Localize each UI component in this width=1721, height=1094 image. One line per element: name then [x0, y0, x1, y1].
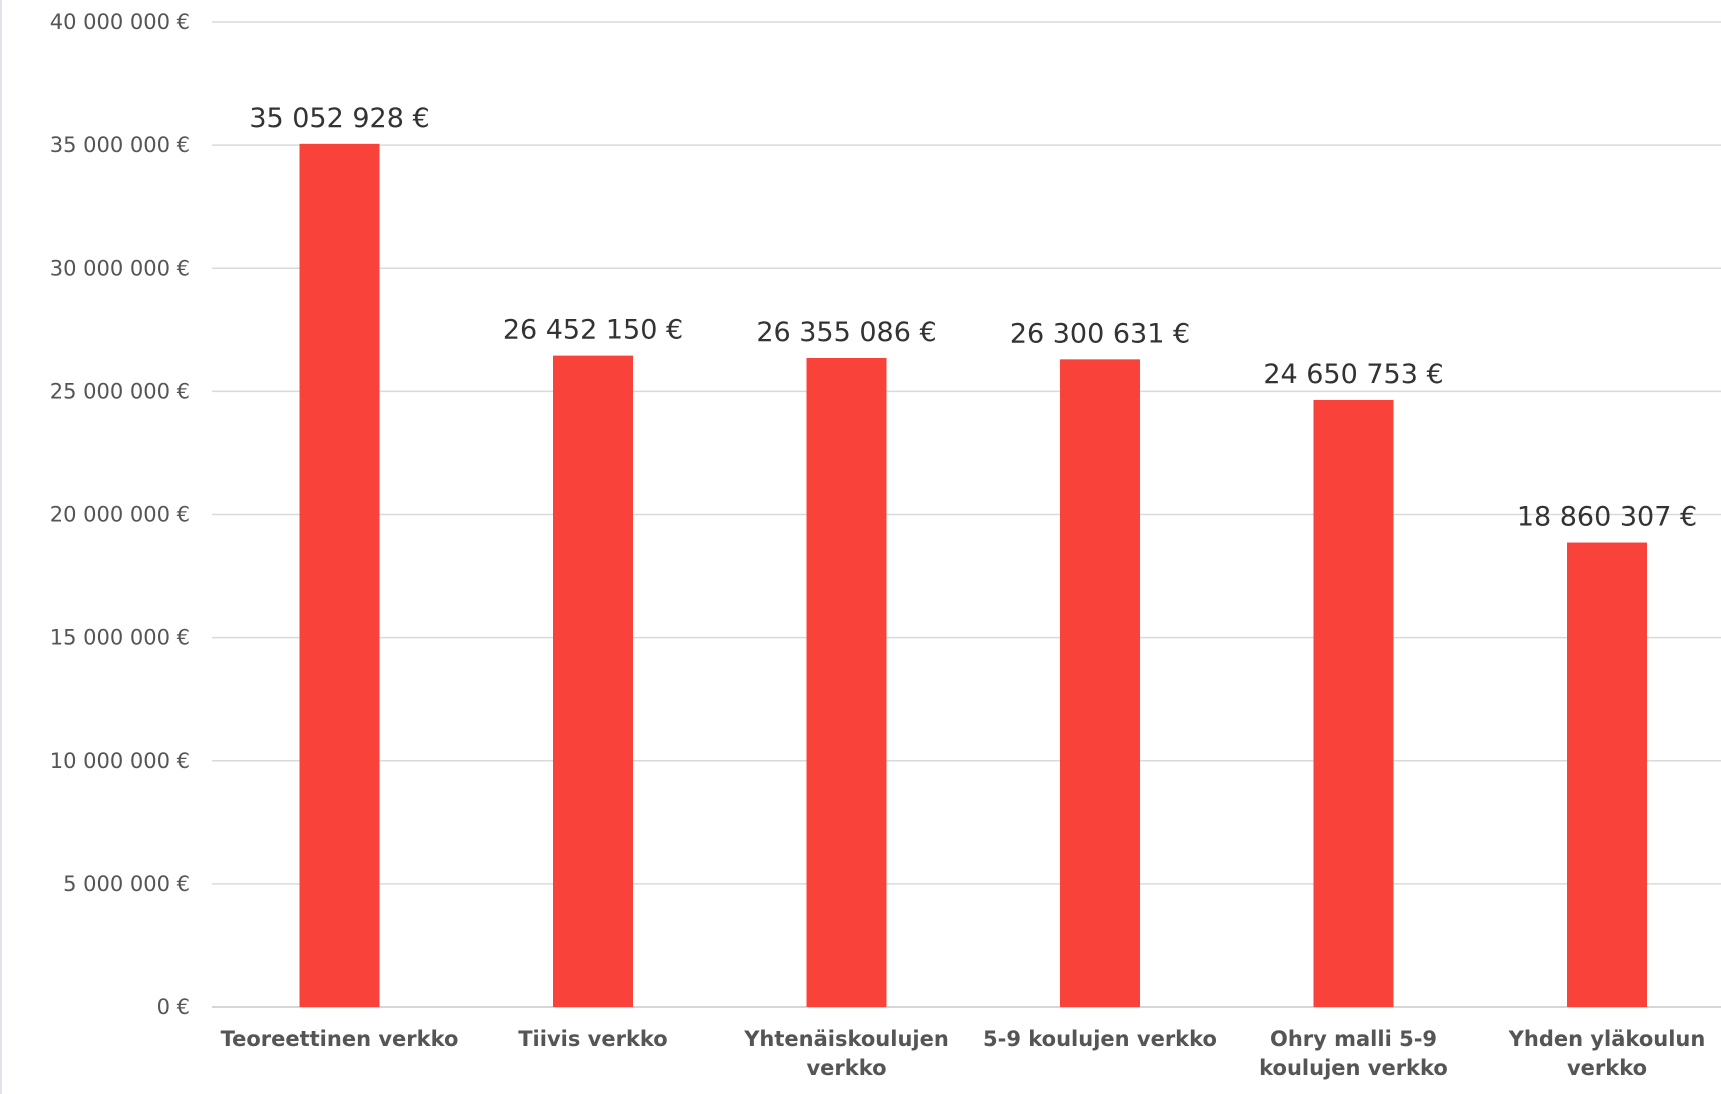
bar — [299, 143, 380, 1007]
y-tick-label: 30 000 000 € — [50, 256, 190, 280]
data-label: 35 052 928 € — [249, 103, 429, 134]
data-labels: 35 052 928 € 26 452 150 € 26 355 086 € 26 3… — [249, 103, 1697, 533]
x-tick-label: Yhtenäiskoulujen verkko — [743, 1027, 949, 1080]
x-axis-tick-labels: Teoreettinen verkko Tiivis verkko Yhtenäis… — [221, 1027, 1706, 1080]
y-tick-label: 20 000 000 € — [50, 503, 190, 527]
data-label: 26 452 150 € — [503, 315, 683, 346]
y-tick-label: 35 000 000 € — [50, 133, 190, 157]
data-label: 18 860 307 € — [1517, 502, 1697, 533]
y-axis-tick-labels: 0 € 5 000 000 € 10 000 000 € 15 000 000 € 20… — [50, 10, 190, 1019]
bar — [553, 355, 633, 1007]
data-label: 24 650 753 € — [1263, 359, 1443, 390]
y-tick-label: 15 000 000 € — [50, 626, 190, 650]
x-tick-label-line: Yhden yläkoulun — [1508, 1027, 1706, 1051]
bar — [1060, 359, 1140, 1008]
bar — [806, 358, 887, 1008]
x-tick-label-line: Tiivis verkko — [518, 1027, 668, 1051]
x-tick-label-line: koulujen verkko — [1259, 1056, 1448, 1080]
y-tick-label: 5 000 000 € — [63, 872, 190, 896]
y-tick-label: 0 € — [157, 995, 190, 1019]
x-tick-label-line: verkko — [806, 1056, 886, 1080]
x-tick-label-line: Ohry malli 5-9 — [1270, 1027, 1437, 1051]
x-tick-label: Tiivis verkko — [518, 1027, 668, 1051]
x-tick-label: Ohry malli 5-9 koulujen verkko — [1259, 1027, 1448, 1080]
bar — [1567, 542, 1647, 1007]
data-label: 26 355 086 € — [756, 317, 936, 348]
x-tick-label-line: Teoreettinen verkko — [221, 1027, 459, 1051]
x-tick-label-line: verkko — [1567, 1056, 1647, 1080]
x-tick-label: Yhden yläkoulun verkko — [1508, 1027, 1706, 1080]
bars — [299, 143, 1647, 1008]
y-tick-label: 40 000 000 € — [50, 10, 190, 34]
y-tick-label: 10 000 000 € — [50, 749, 190, 773]
x-tick-label: 5-9 koulujen verkko — [983, 1027, 1217, 1051]
x-tick-label-line: Yhtenäiskoulujen — [743, 1027, 949, 1051]
x-tick-label-line: 5-9 koulujen verkko — [983, 1027, 1217, 1051]
y-tick-label: 25 000 000 € — [50, 379, 190, 403]
data-label: 26 300 631 € — [1010, 318, 1190, 349]
x-tick-label: Teoreettinen verkko — [221, 1027, 459, 1051]
gridlines — [212, 21, 1721, 1008]
bar — [1313, 399, 1394, 1007]
